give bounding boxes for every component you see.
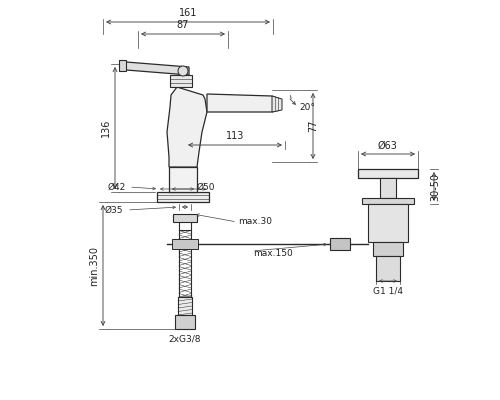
Bar bbox=[362, 198, 414, 204]
Bar bbox=[157, 192, 209, 202]
Bar bbox=[330, 238, 350, 250]
Text: min.350: min.350 bbox=[89, 246, 99, 286]
Bar bbox=[373, 242, 403, 256]
Text: 161: 161 bbox=[179, 8, 197, 18]
Text: max.150: max.150 bbox=[253, 250, 293, 258]
Bar bbox=[376, 256, 400, 281]
Text: 20°: 20° bbox=[299, 102, 315, 112]
Bar bbox=[175, 315, 195, 329]
Polygon shape bbox=[167, 87, 207, 167]
Bar bbox=[179, 230, 191, 297]
Bar bbox=[178, 297, 192, 315]
Text: 136: 136 bbox=[101, 119, 111, 137]
Polygon shape bbox=[119, 60, 126, 71]
Text: Ø35: Ø35 bbox=[104, 206, 123, 214]
Bar bbox=[169, 167, 197, 192]
Polygon shape bbox=[272, 96, 282, 112]
Polygon shape bbox=[207, 94, 280, 112]
Bar bbox=[170, 75, 192, 87]
Circle shape bbox=[178, 66, 188, 76]
Text: 77: 77 bbox=[308, 120, 318, 132]
Bar bbox=[173, 214, 197, 222]
Text: Ø50: Ø50 bbox=[197, 182, 216, 192]
Text: max.30: max.30 bbox=[238, 218, 272, 226]
Text: 87: 87 bbox=[177, 20, 189, 30]
Text: Ø63: Ø63 bbox=[378, 141, 398, 151]
Text: G1 1/4: G1 1/4 bbox=[373, 286, 403, 295]
Bar bbox=[172, 239, 198, 249]
Text: 30-50: 30-50 bbox=[430, 172, 440, 200]
Text: 2xG3/8: 2xG3/8 bbox=[169, 334, 201, 343]
Polygon shape bbox=[126, 62, 189, 75]
Text: Ø42: Ø42 bbox=[108, 182, 126, 192]
Bar bbox=[368, 204, 408, 242]
Text: 113: 113 bbox=[226, 131, 244, 141]
Bar bbox=[358, 169, 418, 178]
Bar bbox=[380, 178, 396, 198]
